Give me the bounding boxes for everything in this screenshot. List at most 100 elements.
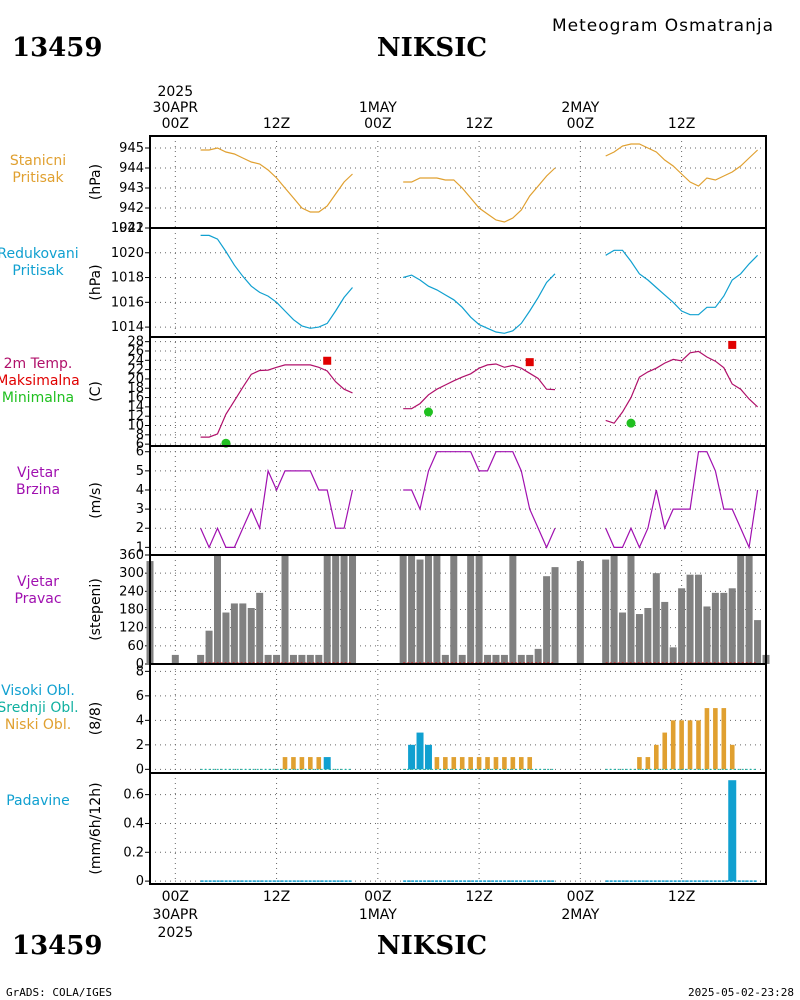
wind-direction-bar xyxy=(475,555,483,664)
wind-direction-bar xyxy=(711,592,719,664)
wind-direction-bar xyxy=(517,654,525,664)
tmax-marker xyxy=(525,358,534,367)
y-tick-label: 941 xyxy=(119,221,144,236)
y-tick-label: 22 xyxy=(127,363,144,378)
y-tick-label: 360 xyxy=(119,548,144,563)
panel-label: Niski Obl. xyxy=(5,717,71,733)
low-cloud-bar xyxy=(308,757,313,770)
station-id-bottom: 13459 xyxy=(12,931,102,961)
low-cloud-bar xyxy=(696,720,701,770)
y-tick-label: 16 xyxy=(127,391,144,406)
panel-label: Vjetar xyxy=(17,465,59,481)
tmax-marker xyxy=(323,356,332,365)
panel-label: Pritisak xyxy=(12,170,64,186)
wind-direction-bar xyxy=(424,555,432,664)
y-tick-label: 24 xyxy=(127,353,144,368)
series-line xyxy=(200,364,353,438)
y-axis-unit: (C) xyxy=(88,381,104,402)
series-line xyxy=(200,234,353,329)
time-label-top: 12Z xyxy=(465,116,492,132)
y-tick-label: 0 xyxy=(136,762,144,777)
wind-direction-bar xyxy=(720,592,728,664)
low-cloud-bar xyxy=(645,757,651,770)
series-line xyxy=(403,273,556,334)
time-label-top: 00Z xyxy=(162,116,189,132)
panel-frame xyxy=(149,135,767,229)
y-tick-label: 240 xyxy=(119,584,144,599)
wind-direction-bar xyxy=(256,592,264,664)
y-tick-label: 1016 xyxy=(111,295,144,310)
series-line xyxy=(200,468,354,549)
wind-direction-bar xyxy=(652,573,660,664)
y-tick-label: 2 xyxy=(136,521,144,536)
time-label-bottom: 30APR xyxy=(153,907,199,923)
y-tick-label: 1014 xyxy=(111,320,144,335)
low-cloud-bar xyxy=(510,757,516,770)
wind-direction-bar xyxy=(247,607,255,664)
y-tick-label: 944 xyxy=(119,161,144,176)
panel-frame xyxy=(149,445,767,556)
y-axis-unit: (mm/6h/12h) xyxy=(88,782,104,874)
wind-direction-bar xyxy=(416,559,424,664)
time-label-bottom: 00Z xyxy=(364,889,391,905)
wind-direction-bar xyxy=(669,647,677,664)
low-cloud-bar xyxy=(459,757,465,770)
panel-label: Brzina xyxy=(16,482,60,498)
low-cloud-bar xyxy=(443,757,448,770)
tmin-marker xyxy=(423,407,433,417)
wind-direction-bar xyxy=(678,588,686,664)
panel-label: Padavine xyxy=(6,793,70,809)
low-cloud-bar xyxy=(468,757,473,770)
panel-label: Pravac xyxy=(14,591,61,607)
low-cloud-bar xyxy=(518,757,524,770)
y-tick-label: 6 xyxy=(136,437,144,452)
series-line xyxy=(605,350,759,424)
wind-direction-bar xyxy=(728,588,736,664)
wind-direction-bar xyxy=(703,606,711,664)
wind-direction-bar xyxy=(644,607,652,664)
panel-frame xyxy=(149,227,767,338)
y-tick-label: 26 xyxy=(127,344,144,359)
time-label-bottom: 12Z xyxy=(263,889,290,905)
wind-direction-bar xyxy=(694,574,702,664)
wind-direction-bar xyxy=(230,603,238,664)
y-tick-label: 1018 xyxy=(111,271,144,286)
y-axis-unit: (hPa) xyxy=(88,264,104,300)
low-cloud-bar xyxy=(637,757,642,770)
y-tick-label: 1 xyxy=(136,540,144,555)
low-cloud-bar xyxy=(451,757,457,770)
wind-direction-bar xyxy=(509,555,517,664)
panel-label: Vjetar xyxy=(17,574,59,590)
y-tick-label: 0.4 xyxy=(123,816,144,831)
wind-direction-bar xyxy=(315,654,323,664)
tmin-marker xyxy=(626,418,636,428)
wind-direction-bar xyxy=(661,601,669,664)
wind-direction-bar xyxy=(289,654,297,664)
wind-direction-bar xyxy=(543,576,551,664)
wind-direction-bar xyxy=(433,555,441,664)
panel-7: 0 0.2 0.4 0.6 Padavine (mm/6h/12h) xyxy=(6,772,767,889)
wind-direction-bar xyxy=(441,654,449,664)
y-tick-label: 20 xyxy=(127,372,144,387)
wind-direction-bar xyxy=(450,555,458,664)
y-tick-label: 300 xyxy=(119,566,144,581)
wind-direction-bar xyxy=(408,555,416,664)
y-tick-label: 0 xyxy=(136,657,144,672)
low-cloud-bar xyxy=(713,708,718,770)
wind-direction-bar xyxy=(349,555,357,664)
low-cloud-bar xyxy=(687,720,693,770)
series-line xyxy=(605,451,759,550)
y-axis-unit: (stepeni) xyxy=(88,578,104,641)
wind-direction-bar xyxy=(602,559,610,664)
wind-direction-bar xyxy=(627,555,635,664)
time-axis-bottom: 00Z 30APR 2025 12Z 00Z 1MAY 12Z 00Z 2MAY 12Z xyxy=(153,889,696,941)
y-tick-label: 18 xyxy=(127,381,144,396)
wind-direction-bar xyxy=(686,574,694,664)
series-line xyxy=(605,143,759,187)
low-cloud-bar xyxy=(291,757,296,770)
